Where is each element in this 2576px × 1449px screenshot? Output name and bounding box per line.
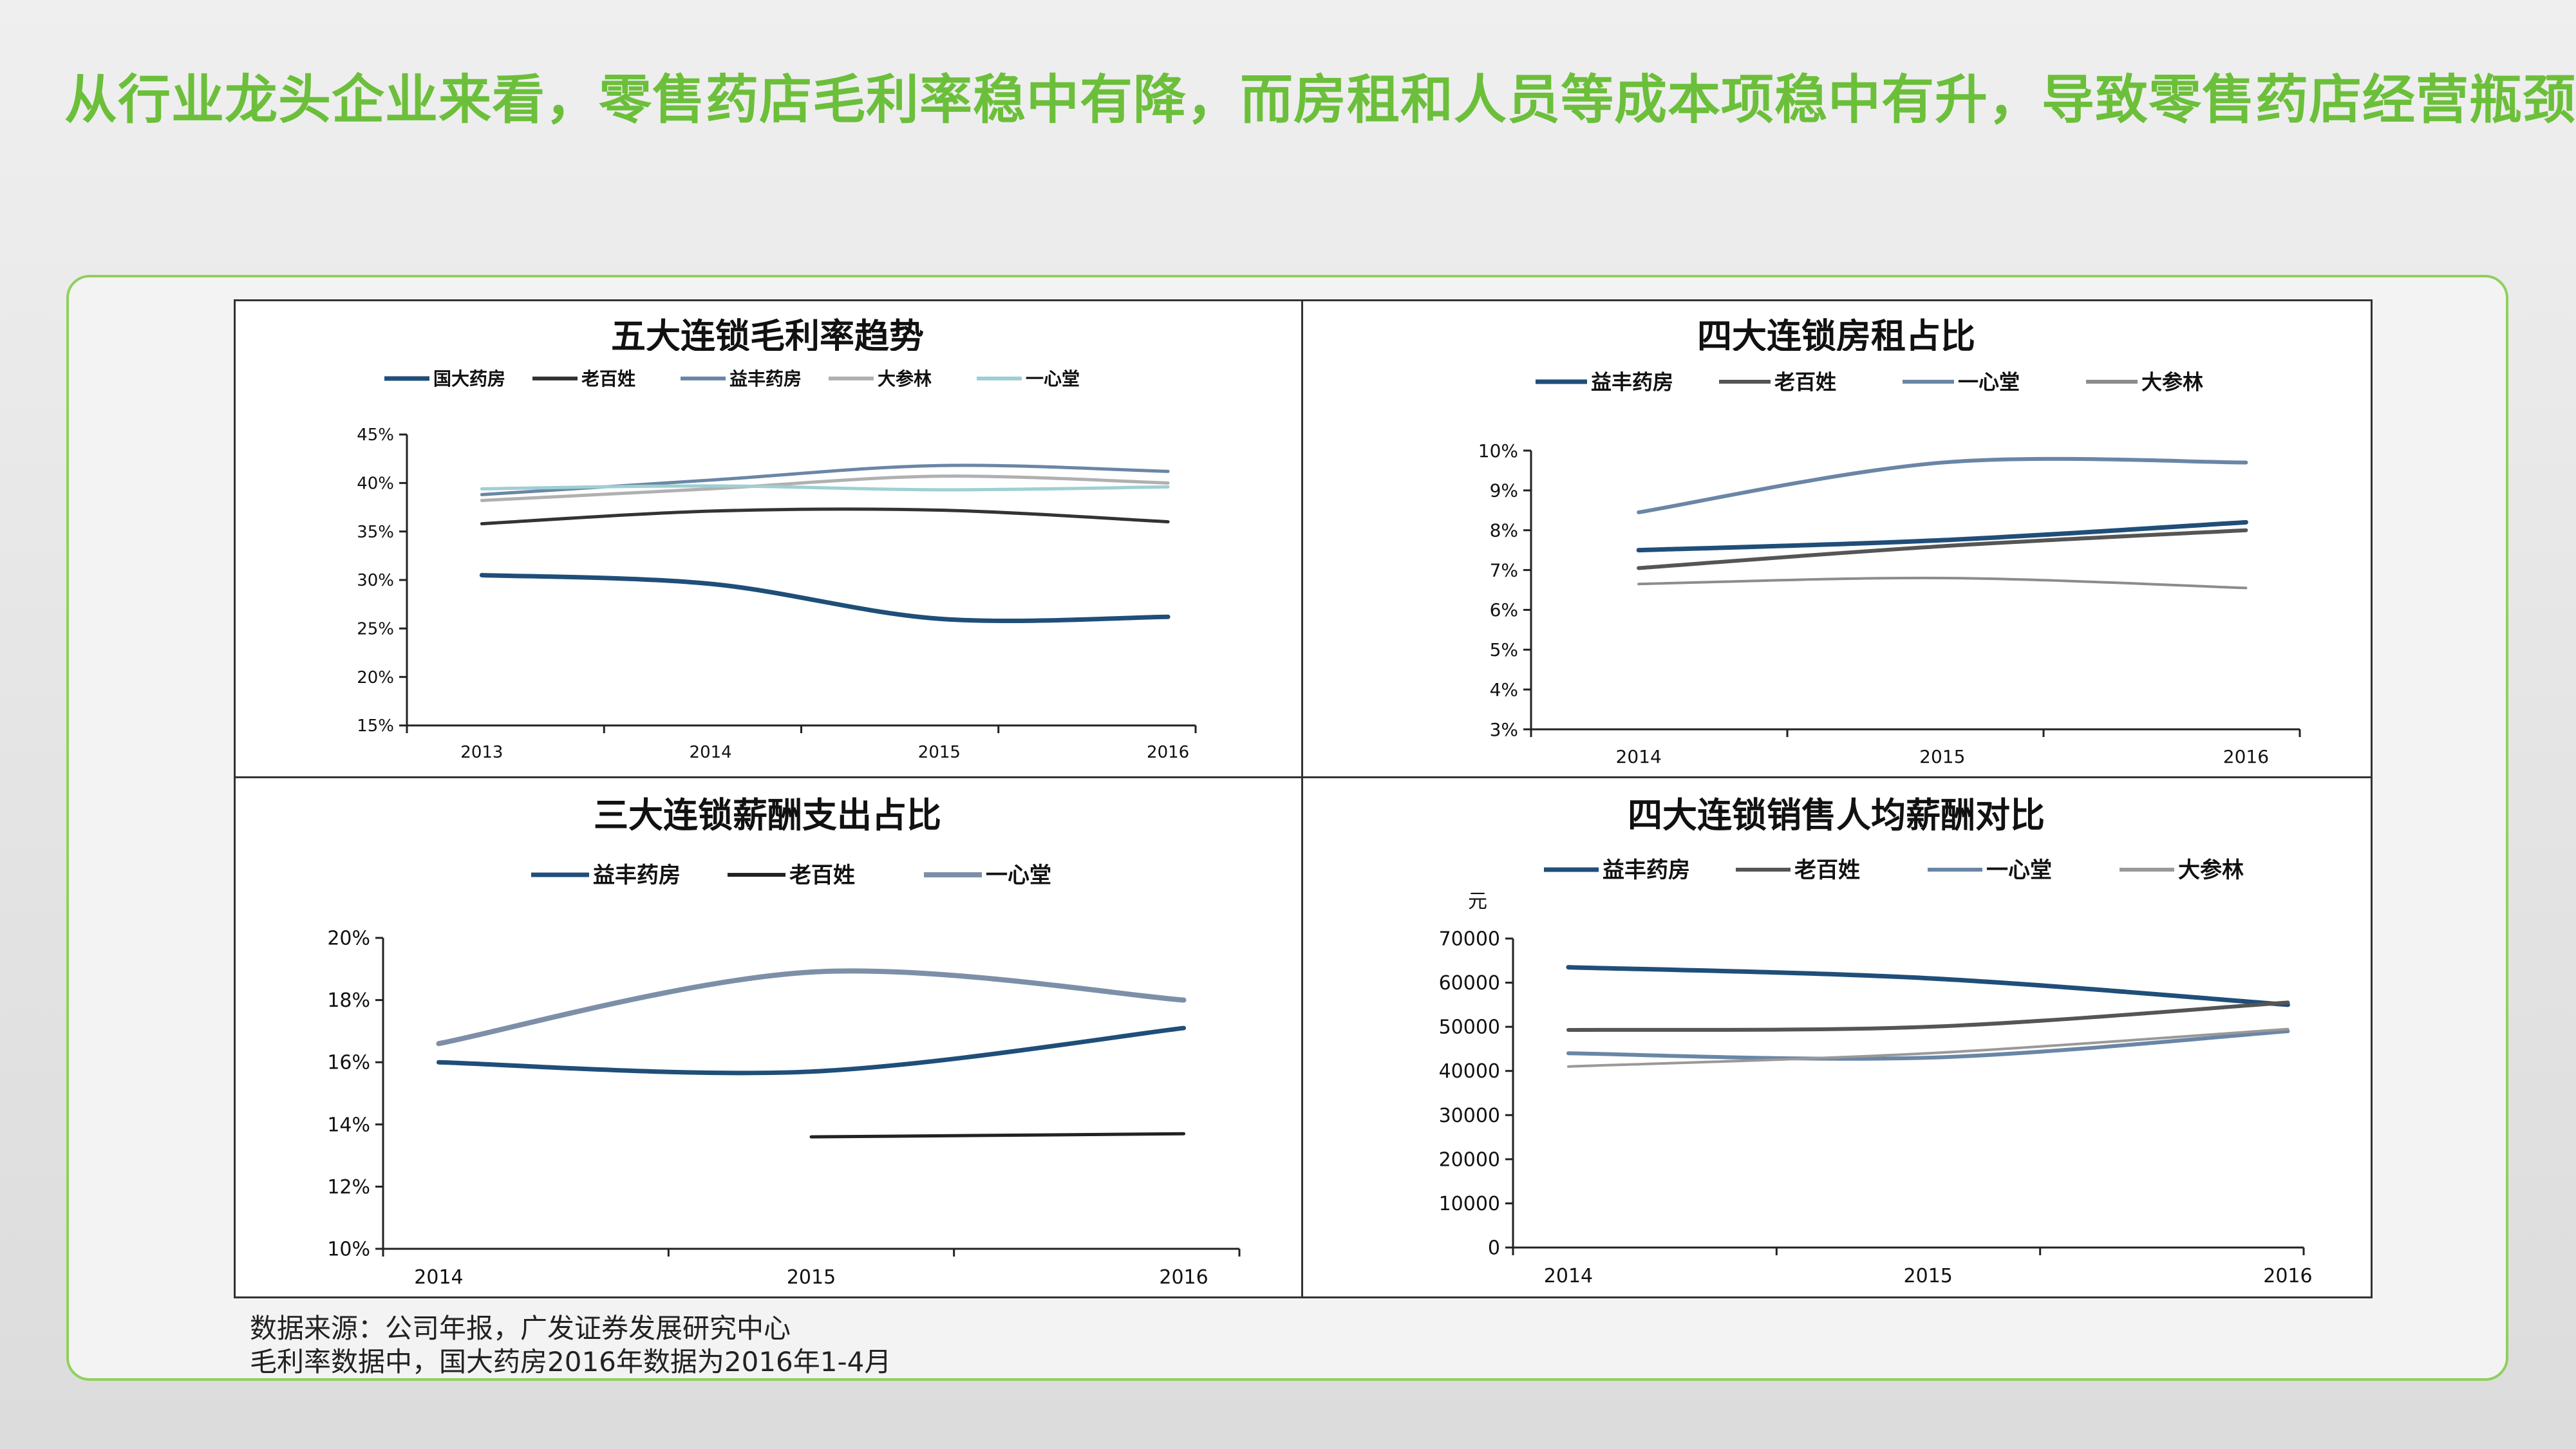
- chart-svg-gross-margin: 15% 20% 25% 30% 35% 40% 45% 2013 2014 2015 2016 国大药…: [357, 368, 1197, 762]
- y-tick-label: 10%: [327, 1239, 370, 1261]
- x-tick-label: 2013: [460, 743, 503, 762]
- series-line-0: [1636, 519, 2248, 553]
- x-tick-label: 2016: [1147, 743, 1189, 762]
- chart-rent-ratio: 3% 4% 5% 6% 7% 8% 9% 10% 2014 2015 2016 益丰药房 老百姓 一心堂 大…: [1391, 351, 2324, 768]
- y-tick-label: 10000: [1439, 1193, 1500, 1215]
- chart-salary-ratio: 10% 12% 14% 16% 18% 20% 2014 2015 2016 益丰药房 老百姓 一心堂: [299, 835, 1259, 1289]
- series-line-0: [479, 572, 1170, 623]
- grid-divider-horizontal: [234, 776, 2373, 778]
- legend-label-2: 一心堂: [1986, 857, 2052, 883]
- legend-label-3: 大参林: [878, 368, 932, 389]
- x-tick-label: 2014: [690, 743, 732, 762]
- x-tick-label: 2016: [1159, 1266, 1208, 1289]
- chart-svg-salary-per-capita: 0 10000 20000 30000 40000 50000 60000 70000 2014…: [1439, 857, 2313, 1287]
- chart-title-rent-ratio: 四大连锁房租占比: [1697, 316, 1975, 357]
- y-tick-label: 10%: [1478, 440, 1518, 462]
- chart-svg-rent-ratio: 3% 4% 5% 6% 7% 8% 9% 10% 2014 2015 2016 益丰药房 老百姓 一心堂 大…: [1478, 370, 2301, 767]
- series-line-2: [1566, 1029, 2290, 1061]
- y-tick-label: 35%: [357, 523, 394, 542]
- x-tick-label: 2015: [787, 1266, 836, 1289]
- y-tick-label: 16%: [327, 1052, 370, 1074]
- chart-title-gross-margin: 五大连锁毛利率趋势: [611, 316, 924, 357]
- y-tick-label: 70000: [1439, 928, 1500, 951]
- y-tick-label: 6%: [1490, 599, 1518, 621]
- y-tick-label: 0: [1488, 1237, 1500, 1260]
- legend-label-1: 老百姓: [1774, 370, 1836, 395]
- y-tick-label: 9%: [1490, 480, 1518, 501]
- y-tick-label: 40%: [357, 474, 394, 493]
- y-tick-label: 7%: [1490, 559, 1518, 581]
- chart-title-salary-ratio: 三大连锁薪酬支出占比: [594, 795, 941, 836]
- footnote: 毛利率数据中，国大药房2016年数据为2016年1-4月: [250, 1346, 892, 1378]
- legend-label-1: 老百姓: [1794, 857, 1860, 883]
- series-line-1: [480, 507, 1170, 526]
- x-tick-label: 2014: [1544, 1265, 1593, 1287]
- series-line-1: [1637, 528, 2248, 570]
- y-tick-label: 45%: [357, 425, 394, 445]
- series-line-3: [480, 474, 1170, 502]
- y-tick-label: 40000: [1439, 1060, 1500, 1083]
- legend-label-0: 国大药房: [433, 368, 505, 389]
- y-tick-label: 50000: [1439, 1016, 1500, 1039]
- y-tick-label: 14%: [327, 1114, 370, 1136]
- series-line-2: [436, 968, 1187, 1047]
- x-tick-label: 2015: [1919, 746, 1965, 767]
- series-line-1: [1566, 1000, 2290, 1032]
- x-tick-label: 2015: [1904, 1265, 1953, 1287]
- y-tick-label: 20%: [357, 668, 394, 687]
- x-tick-label: 2014: [414, 1266, 463, 1289]
- chart-salary-per-capita: 0 10000 20000 30000 40000 50000 60000 70000 2014…: [1373, 832, 2327, 1289]
- x-tick-label: 2016: [2223, 746, 2269, 767]
- legend-label-1: 老百姓: [581, 368, 635, 389]
- legend-label-0: 益丰药房: [1603, 857, 1690, 883]
- y-tick-label: 25%: [357, 619, 394, 639]
- chart-gross-margin: 15% 20% 25% 30% 35% 40% 45% 2013 2014 2015 2016 国大药…: [304, 351, 1212, 765]
- y-axis-unit-label: 元: [1468, 890, 1487, 913]
- legend-label-2: 一心堂: [1958, 370, 2020, 395]
- chart-svg-salary-ratio: 10% 12% 14% 16% 18% 20% 2014 2015 2016 益丰药房 老百姓 一心堂: [327, 863, 1241, 1289]
- series-line-2: [1637, 456, 2248, 514]
- y-tick-label: 18%: [327, 989, 370, 1012]
- y-tick-label: 4%: [1490, 679, 1518, 700]
- legend-label-2: 一心堂: [986, 863, 1051, 888]
- y-tick-label: 12%: [327, 1176, 370, 1199]
- legend-label-1: 老百姓: [789, 863, 855, 888]
- series-line-3: [1637, 576, 2248, 590]
- legend-label-3: 大参林: [2178, 857, 2244, 883]
- y-tick-label: 8%: [1490, 520, 1518, 541]
- legend-label-3: 大参林: [2141, 370, 2203, 395]
- legend-label-0: 益丰药房: [593, 863, 681, 888]
- legend-label-2: 益丰药房: [729, 368, 802, 389]
- series-line-0: [1566, 965, 2290, 1007]
- grid-divider-vertical: [1301, 299, 1303, 1298]
- source-note: 数据来源：公司年报，广发证券发展研究中心: [250, 1313, 791, 1344]
- x-tick-label: 2015: [918, 743, 961, 762]
- y-tick-label: 5%: [1490, 639, 1518, 660]
- y-tick-label: 20%: [327, 928, 370, 950]
- y-tick-label: 3%: [1490, 719, 1518, 740]
- series-line-1: [809, 1132, 1186, 1139]
- y-tick-label: 15%: [357, 716, 394, 736]
- y-tick-label: 60000: [1439, 972, 1500, 995]
- x-tick-label: 2016: [2263, 1265, 2312, 1287]
- y-tick-label: 30000: [1439, 1105, 1500, 1127]
- page-headline: 从行业龙头企业来看，零售药店毛利率稳中有降，而房租和人员等成本项稳中有升，导致零…: [64, 70, 2576, 131]
- series-line-3: [1566, 1027, 2289, 1068]
- legend-label-4: 一心堂: [1026, 368, 1080, 389]
- series-line-4: [480, 484, 1170, 492]
- legend-label-0: 益丰药房: [1591, 370, 1673, 395]
- x-tick-label: 2014: [1616, 746, 1662, 767]
- series-line-0: [436, 1025, 1187, 1076]
- y-tick-label: 20000: [1439, 1148, 1500, 1171]
- chart-title-salary-per-capita: 四大连锁销售人均薪酬对比: [1628, 795, 2045, 836]
- y-tick-label: 30%: [357, 571, 394, 590]
